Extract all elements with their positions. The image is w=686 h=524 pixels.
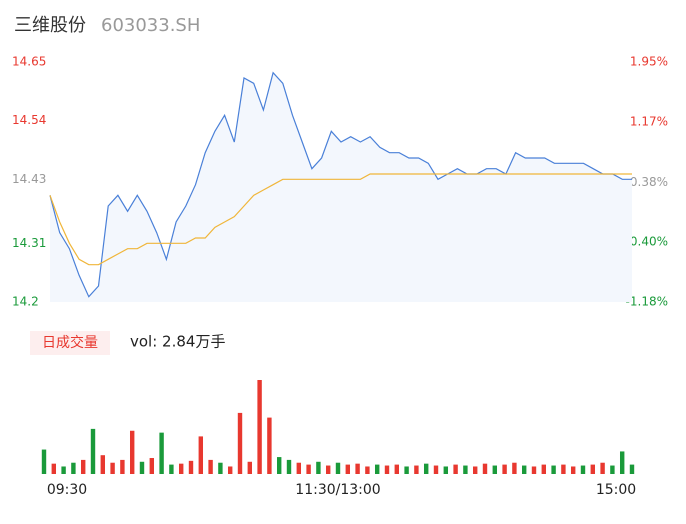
volume-bar bbox=[433, 465, 439, 474]
volume-bar bbox=[316, 461, 321, 474]
volume-bar bbox=[51, 463, 57, 474]
y2-tick-label: 1.95% bbox=[630, 55, 668, 69]
volume-bar bbox=[394, 464, 400, 474]
volume-bar bbox=[619, 451, 625, 474]
volume-bar bbox=[296, 462, 302, 474]
volume-bar bbox=[570, 466, 576, 474]
volume-bar bbox=[365, 466, 370, 474]
y-tick-label: 14.43 bbox=[12, 172, 46, 186]
volume-bar bbox=[502, 464, 507, 474]
volume-bar bbox=[306, 464, 311, 474]
series-line bbox=[49, 71, 632, 298]
volume-legend-box bbox=[30, 331, 110, 355]
volume-bar bbox=[325, 465, 331, 474]
y2-tick-label: 1.17% bbox=[630, 114, 668, 128]
volume-bar bbox=[355, 463, 360, 474]
volume-bar bbox=[600, 462, 605, 474]
series-line bbox=[49, 173, 632, 266]
volume-bar bbox=[139, 461, 145, 474]
volume-bar bbox=[110, 462, 115, 474]
volume-bar bbox=[218, 462, 223, 474]
volume-bar bbox=[80, 459, 86, 474]
volume-bar bbox=[237, 412, 243, 474]
volume-bar bbox=[178, 463, 184, 474]
volume-bar bbox=[267, 417, 272, 474]
volume-bar bbox=[335, 462, 341, 474]
volume-bar bbox=[247, 461, 253, 474]
volume-bar bbox=[345, 464, 351, 474]
volume-bar bbox=[169, 464, 174, 474]
volume-bar bbox=[531, 466, 537, 474]
volume-bar bbox=[590, 464, 596, 474]
volume-bar bbox=[482, 463, 488, 474]
volume-bar bbox=[374, 464, 380, 474]
volume-bar bbox=[149, 458, 155, 474]
volume-bar bbox=[414, 465, 419, 474]
volume-bar bbox=[423, 463, 429, 474]
y-tick-label: 14.31 bbox=[12, 236, 46, 250]
y-tick-label: 14.65 bbox=[12, 55, 46, 69]
volume-bar bbox=[472, 466, 478, 474]
volume-bar bbox=[188, 460, 194, 474]
volume-bar bbox=[159, 432, 164, 474]
y-tick-label: 14.2 bbox=[12, 295, 39, 309]
volume-legend: 日成交量 bbox=[42, 334, 98, 351]
volume-bar bbox=[384, 465, 390, 474]
volume-bar bbox=[208, 459, 213, 474]
volume-bar bbox=[100, 455, 106, 474]
x-tick-label: 11:30/13:00 bbox=[295, 482, 380, 498]
y2-tick-label: -0.40% bbox=[626, 235, 668, 249]
stock-name: 三维股份 bbox=[14, 15, 86, 36]
volume-bar bbox=[561, 464, 566, 474]
y2-tick-label: 0.38% bbox=[630, 175, 668, 189]
volume-bar bbox=[521, 465, 527, 474]
volume-bar bbox=[257, 380, 262, 474]
volume-bar bbox=[41, 449, 47, 474]
volume-bar bbox=[61, 466, 66, 474]
x-tick-label: 15:00 bbox=[596, 482, 636, 498]
volume-bar bbox=[551, 465, 556, 474]
volume-total: vol: 2.84万手 bbox=[130, 333, 225, 351]
volume-bar bbox=[443, 466, 449, 474]
volume-bar bbox=[129, 430, 135, 474]
volume-bar bbox=[404, 466, 409, 474]
volume-bar bbox=[453, 464, 458, 474]
volume-bar bbox=[286, 459, 292, 474]
y2-tick-label: -1.18% bbox=[626, 295, 668, 309]
stock-code: 603033.SH bbox=[101, 15, 200, 36]
volume-bar bbox=[541, 464, 547, 474]
price-area bbox=[50, 72, 632, 302]
volume-bar bbox=[90, 428, 96, 474]
volume-bar bbox=[610, 465, 615, 474]
volume-bar bbox=[629, 464, 635, 474]
volume-bar bbox=[512, 462, 517, 474]
y-tick-label: 14.54 bbox=[12, 113, 46, 127]
volume-bar bbox=[120, 459, 125, 474]
volume-bar bbox=[463, 465, 468, 474]
volume-bar bbox=[71, 462, 76, 474]
volume-bar bbox=[492, 465, 498, 474]
volume-bar bbox=[276, 457, 282, 474]
volume-bar bbox=[198, 436, 204, 474]
x-tick-label: 09:30 bbox=[47, 482, 87, 498]
volume-bar bbox=[227, 466, 233, 474]
volume-bar bbox=[580, 465, 586, 474]
